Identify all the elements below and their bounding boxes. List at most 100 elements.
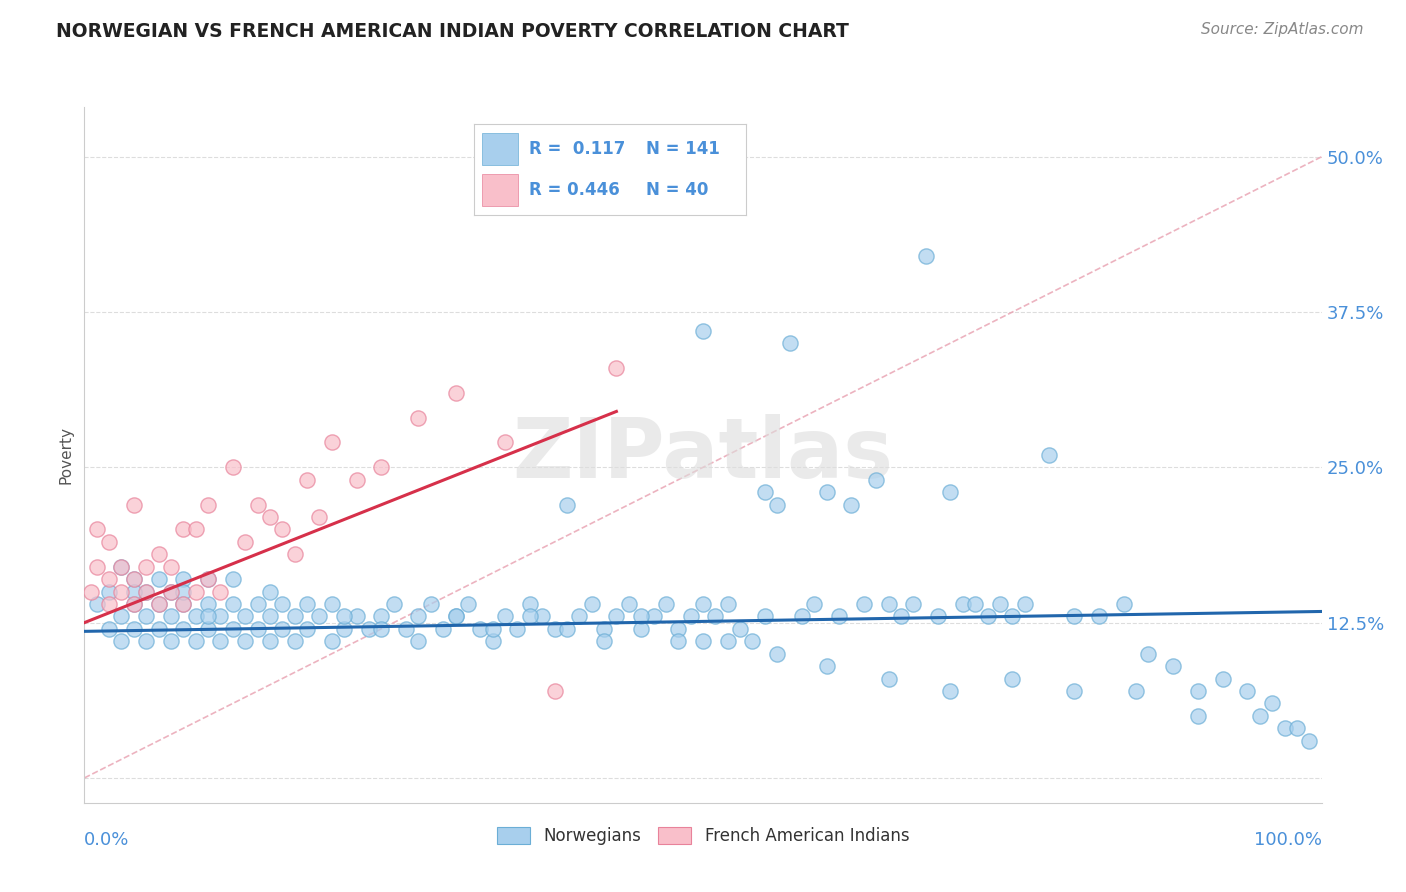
- Point: [593, 634, 616, 648]
- Point: [741, 634, 763, 648]
- Point: [1125, 684, 1147, 698]
- Point: [333, 609, 356, 624]
- Point: [766, 647, 789, 661]
- Point: [184, 609, 207, 624]
- Point: [754, 485, 776, 500]
- Point: [581, 597, 603, 611]
- Point: [803, 597, 825, 611]
- Point: [321, 634, 343, 648]
- Point: [790, 609, 813, 624]
- Point: [666, 634, 689, 648]
- Point: [666, 622, 689, 636]
- Point: [98, 597, 121, 611]
- Point: [135, 584, 157, 599]
- Point: [333, 622, 356, 636]
- Point: [890, 609, 912, 624]
- Point: [184, 634, 207, 648]
- Point: [952, 597, 974, 611]
- Point: [110, 559, 132, 574]
- Point: [519, 597, 541, 611]
- Point: [172, 584, 194, 599]
- Point: [519, 609, 541, 624]
- Point: [308, 510, 330, 524]
- Point: [754, 609, 776, 624]
- Point: [1236, 684, 1258, 698]
- Point: [197, 622, 219, 636]
- Point: [295, 622, 318, 636]
- Point: [593, 622, 616, 636]
- Point: [122, 597, 145, 611]
- Point: [271, 523, 294, 537]
- Point: [148, 597, 170, 611]
- Point: [494, 609, 516, 624]
- Point: [259, 584, 281, 599]
- Point: [692, 597, 714, 611]
- Point: [766, 498, 789, 512]
- Point: [679, 609, 702, 624]
- Point: [704, 609, 727, 624]
- Text: R =  0.117: R = 0.117: [529, 140, 624, 158]
- Point: [110, 609, 132, 624]
- Point: [122, 572, 145, 586]
- Point: [728, 622, 751, 636]
- Point: [630, 609, 652, 624]
- Point: [481, 622, 503, 636]
- Point: [148, 547, 170, 561]
- Text: N = 40: N = 40: [645, 180, 709, 199]
- Point: [1137, 647, 1160, 661]
- Point: [122, 597, 145, 611]
- Point: [1187, 708, 1209, 723]
- Point: [197, 572, 219, 586]
- Point: [494, 435, 516, 450]
- Point: [271, 622, 294, 636]
- Point: [877, 672, 900, 686]
- Point: [346, 473, 368, 487]
- Point: [852, 597, 875, 611]
- Point: [321, 435, 343, 450]
- Point: [148, 597, 170, 611]
- FancyBboxPatch shape: [482, 134, 517, 165]
- Point: [382, 597, 405, 611]
- Point: [568, 609, 591, 624]
- Point: [1261, 697, 1284, 711]
- Point: [555, 622, 578, 636]
- Point: [903, 597, 925, 611]
- Point: [643, 609, 665, 624]
- FancyBboxPatch shape: [482, 174, 517, 206]
- Point: [1063, 684, 1085, 698]
- Point: [555, 498, 578, 512]
- Point: [295, 597, 318, 611]
- Point: [432, 622, 454, 636]
- Point: [184, 584, 207, 599]
- Point: [655, 597, 678, 611]
- Point: [284, 547, 307, 561]
- Y-axis label: Poverty: Poverty: [58, 425, 73, 484]
- Point: [122, 622, 145, 636]
- Point: [481, 634, 503, 648]
- Point: [233, 609, 256, 624]
- Point: [1014, 597, 1036, 611]
- Point: [976, 609, 998, 624]
- Point: [395, 622, 418, 636]
- Text: NORWEGIAN VS FRENCH AMERICAN INDIAN POVERTY CORRELATION CHART: NORWEGIAN VS FRENCH AMERICAN INDIAN POVE…: [56, 22, 849, 41]
- Point: [222, 460, 245, 475]
- Point: [939, 485, 962, 500]
- Point: [717, 597, 740, 611]
- Text: 0.0%: 0.0%: [84, 830, 129, 848]
- Point: [965, 597, 987, 611]
- Text: Source: ZipAtlas.com: Source: ZipAtlas.com: [1201, 22, 1364, 37]
- Point: [506, 622, 529, 636]
- Point: [148, 572, 170, 586]
- Point: [877, 597, 900, 611]
- Point: [259, 609, 281, 624]
- Point: [122, 572, 145, 586]
- Point: [543, 622, 565, 636]
- Legend: Norwegians, French American Indians: Norwegians, French American Indians: [488, 819, 918, 854]
- Point: [98, 584, 121, 599]
- Point: [110, 584, 132, 599]
- Point: [357, 622, 380, 636]
- Point: [1038, 448, 1060, 462]
- Point: [246, 498, 269, 512]
- Point: [457, 597, 479, 611]
- Point: [184, 523, 207, 537]
